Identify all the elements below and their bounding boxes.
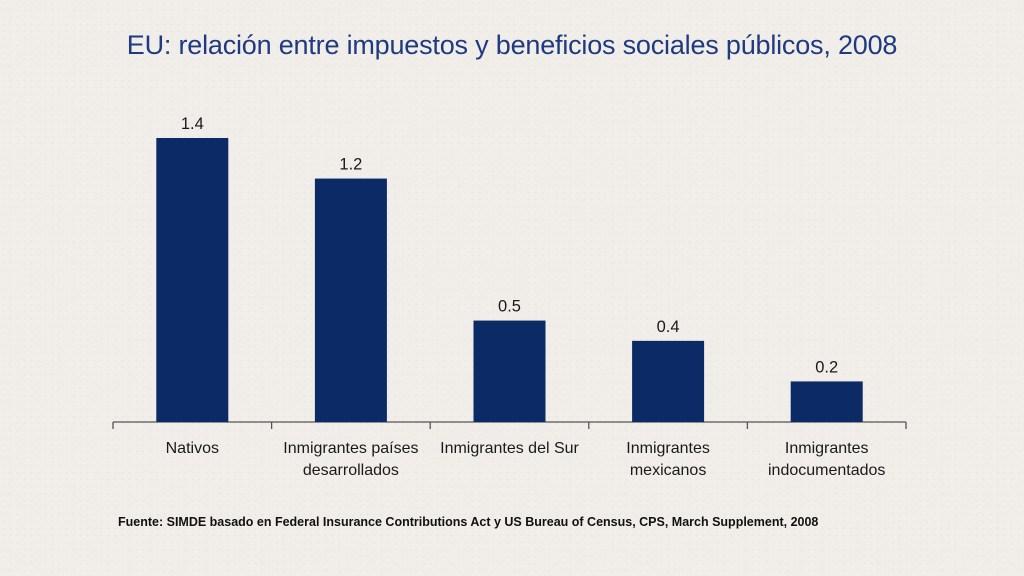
data-label: 0.2 — [815, 358, 838, 376]
x-tick-label: Inmigrantes del Sur — [440, 440, 579, 457]
x-tick-label: desarrollados — [303, 462, 399, 479]
x-tick-label: Inmigrantes — [626, 440, 710, 457]
x-tick-label: Inmigrantes — [785, 440, 869, 457]
x-tick-label: Inmigrantes países — [283, 440, 418, 457]
bar — [314, 178, 387, 422]
x-tick-label: indocumentados — [768, 462, 885, 479]
bar — [156, 138, 229, 422]
source-note: Fuente: SIMDE basado en Federal Insuranc… — [118, 515, 819, 529]
bar — [473, 320, 546, 422]
bar — [790, 381, 863, 422]
data-label: 1.2 — [339, 156, 362, 174]
data-label: 0.4 — [657, 318, 680, 336]
x-tick-label: mexicanos — [630, 462, 706, 479]
x-tick-label: Nativos — [166, 440, 219, 457]
data-label: 0.5 — [498, 298, 521, 316]
chart-title: EU: relación entre impuestos y beneficio… — [126, 30, 898, 60]
bar — [632, 340, 705, 422]
data-label: 1.4 — [181, 115, 204, 133]
